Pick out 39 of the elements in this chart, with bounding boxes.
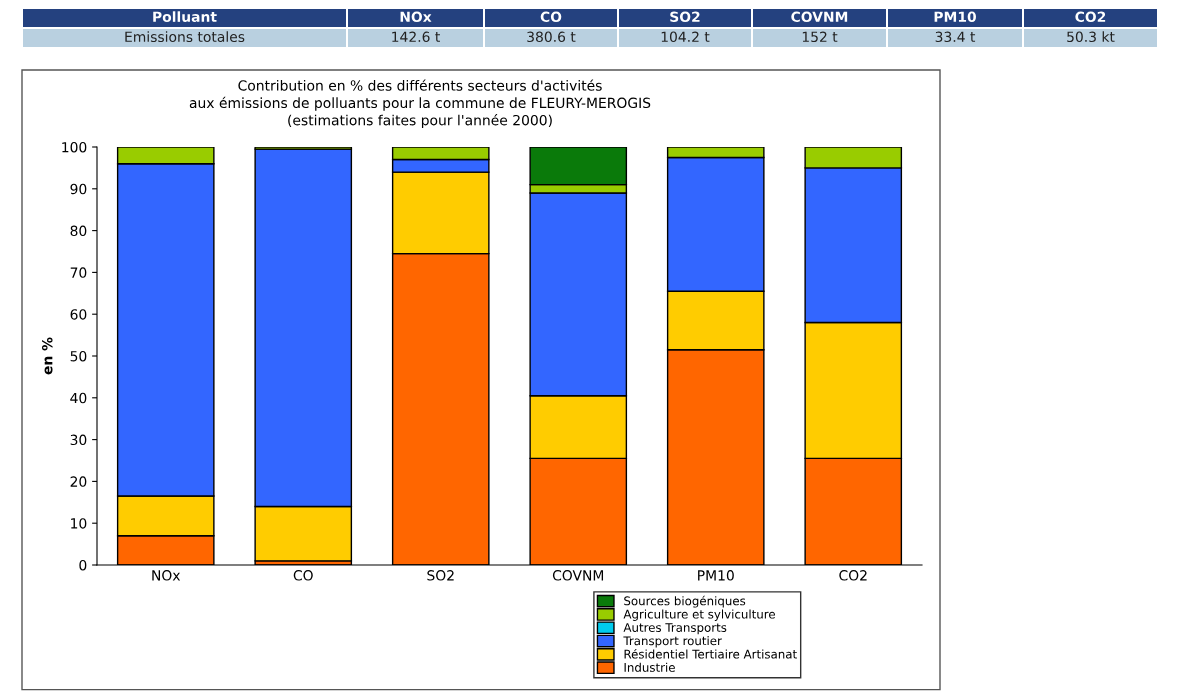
y-axis-title: en % — [42, 337, 53, 375]
text: COVNM — [791, 11, 848, 23]
text: CO2 — [1075, 11, 1106, 23]
legend-label: Transport routier — [623, 636, 722, 648]
y-tick-label: 0 — [79, 559, 87, 571]
text: Polluant — [153, 11, 217, 23]
x-tick-label: SO2 — [427, 570, 454, 581]
y-tick-label: 20 — [70, 476, 87, 487]
text: 104.2 t — [661, 31, 710, 43]
legend-label: Résidentiel Tertiaire Artisanat — [624, 648, 797, 659]
y-tick-label: 90 — [70, 183, 87, 195]
text: NOx — [400, 11, 432, 23]
y-tick-label: 70 — [70, 267, 87, 278]
y-tick-label: 50 — [70, 350, 87, 362]
y-tick-label: 10 — [71, 518, 87, 529]
text: PM10 — [934, 11, 976, 23]
y-tick-label: 100 — [62, 141, 87, 153]
legend-label: Agriculture et sylviculture — [623, 609, 775, 621]
chart-title: Contribution en % des différents secteurs d'activités aux émissions de polluants pour la commune de FLEURY-MEROGIS (estimations faites pour l'année 2000) — [189, 79, 651, 129]
text: SO2 — [670, 11, 700, 23]
legend-label: Industrie — [624, 662, 675, 672]
text: Emissions totales — [125, 31, 245, 43]
text: 142.6 t — [392, 31, 440, 43]
text: 380.6 t — [527, 31, 576, 43]
legend-label: Autres Transports — [623, 623, 727, 635]
x-tick-label: CO — [293, 570, 313, 581]
legend-label: Sources biogéniques — [624, 595, 746, 608]
y-tick-label: 80 — [70, 225, 87, 237]
text: 50.3 kt — [1067, 31, 1115, 43]
text: 33.4 t — [935, 31, 976, 43]
x-tick-label: NOx — [152, 570, 181, 581]
x-tick-label: PM10 — [698, 570, 734, 581]
y-tick-label: 40 — [70, 392, 87, 404]
y-tick-label: 30 — [70, 434, 87, 446]
x-tick-label: COVNM — [552, 570, 604, 581]
y-tick-label: 60 — [70, 309, 87, 320]
text: 152 t — [802, 31, 838, 43]
x-tick-label: CO2 — [839, 570, 867, 581]
text: CO — [540, 11, 562, 23]
